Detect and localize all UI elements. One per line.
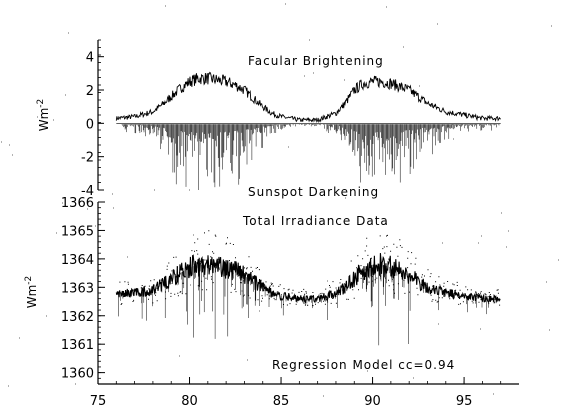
bottom-x-tick-label: 95 bbox=[456, 394, 473, 409]
bottom-y-tick-label: 1360 bbox=[61, 367, 94, 382]
bottom-y-tick-label: 1361 bbox=[61, 338, 94, 353]
facular-brightening-series bbox=[115, 71, 501, 123]
top-y-axis-label: Wm-2 bbox=[36, 99, 51, 132]
bottom-x-tick-label: 75 bbox=[90, 394, 107, 409]
bottom-y-tick-label: 1366 bbox=[61, 196, 94, 211]
top-y-ticks: -4 -2 0 2 4 bbox=[81, 39, 104, 199]
top-panel: -4 -2 0 2 4 Facular Brightening Sunspot Dark… bbox=[36, 39, 501, 199]
bottom-x-tick-label: 85 bbox=[273, 394, 290, 409]
bottom-x-ticks: 75 80 85 90 95 bbox=[90, 377, 502, 409]
bottom-y-ticks: 1360 1361 1362 1363 1364 1365 1366 bbox=[61, 196, 105, 385]
total-irradiance-points bbox=[119, 230, 501, 307]
top-y-tick-label: 4 bbox=[86, 51, 94, 66]
scan-speckle bbox=[1, 3, 559, 397]
regression-model-label: Regression Model cc=0.94 bbox=[272, 358, 455, 372]
top-y-tick-label: -2 bbox=[81, 151, 94, 166]
bottom-x-tick-label: 80 bbox=[181, 394, 198, 409]
sunspot-darkening-series bbox=[121, 124, 501, 190]
bottom-y-axis-label: Wm-2 bbox=[24, 276, 39, 309]
bottom-y-tick-label: 1362 bbox=[61, 310, 94, 325]
bottom-x-tick-label: 90 bbox=[364, 394, 381, 409]
top-y-tick-label: 2 bbox=[86, 84, 94, 99]
top-y-tick-label: -4 bbox=[81, 184, 94, 199]
bottom-y-tick-label: 1364 bbox=[61, 253, 94, 268]
sunspot-darkening-label: Sunspot Darkening bbox=[248, 185, 379, 199]
top-panel-data bbox=[115, 71, 501, 190]
facular-brightening-label: Facular Brightening bbox=[248, 54, 384, 68]
total-irradiance-dips bbox=[118, 264, 495, 346]
bottom-panel-data bbox=[115, 230, 501, 346]
total-irradiance-label: Total Irradiance Data bbox=[242, 214, 389, 228]
bottom-y-tick-label: 1365 bbox=[61, 224, 94, 239]
total-irradiance-series bbox=[115, 253, 501, 304]
bottom-y-tick-label: 1363 bbox=[61, 281, 94, 296]
top-y-tick-label: 0 bbox=[86, 117, 94, 132]
